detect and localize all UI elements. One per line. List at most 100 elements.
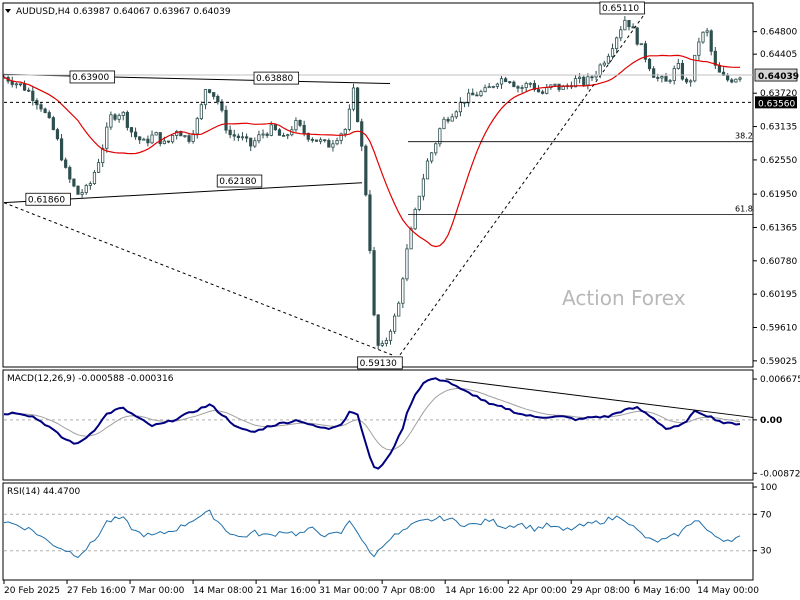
candle-body xyxy=(142,138,146,141)
candle-body xyxy=(541,91,545,94)
candle-body xyxy=(516,86,520,89)
candle-body xyxy=(458,101,463,113)
candle-body xyxy=(631,26,635,29)
price-layer: 38.2 61.8 0.63900 0.63880 0.62180 0.61860 0.59… xyxy=(2,1,753,370)
candle-body xyxy=(532,82,537,90)
annotation-box xyxy=(357,356,403,370)
candle-body xyxy=(610,48,615,57)
price-y-label: 0.61950 xyxy=(760,190,797,200)
macd-y-label: 0.006675 xyxy=(760,375,800,385)
candle-body xyxy=(277,129,282,136)
candle-body xyxy=(393,315,397,332)
candle-body xyxy=(656,77,660,79)
candle-body xyxy=(47,112,51,119)
candle-body xyxy=(405,248,409,280)
macd-layer xyxy=(3,377,754,470)
macd-main-line xyxy=(3,377,741,470)
candle-body xyxy=(335,140,339,145)
candle-body xyxy=(138,136,142,141)
candle-body xyxy=(195,118,199,135)
candle-body xyxy=(51,117,55,131)
x-tick-label: 14 Apr 16:00 xyxy=(445,586,504,596)
candle-body xyxy=(376,314,380,346)
candle-body xyxy=(401,278,405,304)
candle-body xyxy=(228,129,232,136)
candle-body xyxy=(660,76,664,79)
candle-body xyxy=(434,143,438,154)
candle-body xyxy=(244,136,249,139)
candle-body xyxy=(166,140,171,143)
candle-body xyxy=(491,85,495,88)
candle-body xyxy=(697,41,701,56)
candle-body xyxy=(536,89,541,93)
rsi-y-label: 30 xyxy=(760,547,772,557)
candle-body xyxy=(236,135,240,138)
candle-body xyxy=(154,132,158,136)
candle-body xyxy=(27,89,31,92)
candle-body xyxy=(18,83,23,86)
annotation-label: 0.63900 xyxy=(72,73,109,83)
fib-label: 38.2 xyxy=(735,132,753,141)
current-price-box xyxy=(754,68,798,82)
price-y-label: 0.60780 xyxy=(760,257,797,267)
candle-body xyxy=(203,89,208,106)
upper-trendline xyxy=(3,73,391,85)
rsi-y-label: 70 xyxy=(760,510,772,520)
candle-body xyxy=(664,76,668,82)
candle-body xyxy=(249,137,253,147)
candle-body xyxy=(101,147,105,164)
candle-body xyxy=(388,330,393,341)
price-y-label: 0.62550 xyxy=(760,156,797,166)
candle-body xyxy=(471,92,475,96)
macd-signal-line xyxy=(3,388,741,451)
candle-body xyxy=(207,89,212,93)
annotation-box xyxy=(216,174,263,188)
candle-body xyxy=(557,83,561,90)
candle-body xyxy=(586,76,590,86)
candle-body xyxy=(80,192,84,195)
x-tick-label: 31 Mar 00:00 xyxy=(319,586,379,596)
rsi-layer xyxy=(3,509,753,559)
candle-body xyxy=(512,81,516,88)
candle-body xyxy=(253,140,257,147)
candle-body xyxy=(59,138,64,161)
candle-body xyxy=(43,108,47,113)
macd-trendline xyxy=(445,378,754,418)
candle-body xyxy=(623,19,627,31)
candle-body xyxy=(319,139,323,142)
x-tick-label: 6 May 16:00 xyxy=(634,586,690,596)
price-y-label: 0.64800 xyxy=(760,28,797,38)
menu-triangle-icon[interactable] xyxy=(5,9,11,13)
candle-body xyxy=(212,92,216,97)
candle-body xyxy=(39,104,43,110)
candle-body xyxy=(31,90,35,101)
candle-body xyxy=(643,43,648,60)
candle-body xyxy=(265,133,269,136)
candle-body xyxy=(327,140,331,148)
x-tick-label: 21 Mar 16:00 xyxy=(256,586,316,596)
candle-body xyxy=(220,101,224,111)
candle-body xyxy=(121,111,125,116)
candle-body xyxy=(582,76,586,86)
candle-body xyxy=(717,64,722,73)
candle-body xyxy=(639,43,643,46)
candle-body xyxy=(425,160,430,180)
candle-body xyxy=(109,114,113,128)
candle-body xyxy=(606,55,611,64)
candle-body xyxy=(310,138,314,141)
candle-body xyxy=(676,63,680,69)
candle-body xyxy=(462,101,467,104)
candle-body xyxy=(545,87,549,94)
candle-body xyxy=(701,31,705,43)
candle-body xyxy=(730,79,734,83)
axis-layer: 0.64800 0.64405 0.63720 0.63135 0.62550 0.619… xyxy=(3,28,800,596)
candle-body xyxy=(68,167,72,180)
candle-body xyxy=(417,195,421,210)
price-y-label: 0.60195 xyxy=(760,290,797,300)
annotation-box xyxy=(25,192,71,206)
candle-body xyxy=(22,83,27,91)
candle-body xyxy=(150,134,154,144)
candle-body xyxy=(55,129,60,140)
candle-body xyxy=(224,109,228,131)
